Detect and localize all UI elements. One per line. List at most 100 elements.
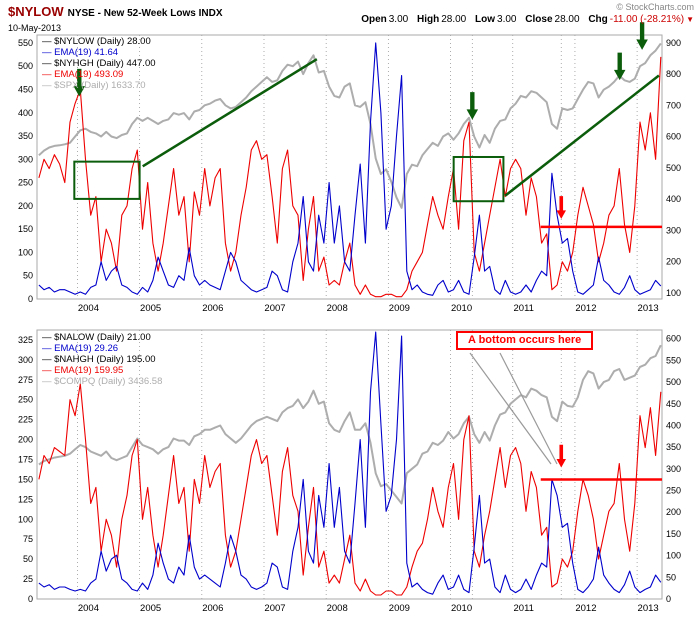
connector-line [499, 352, 558, 465]
title-row: $NYLOW NYSE - New 52-Week Lows INDX [8, 3, 222, 21]
trendline [504, 74, 660, 197]
axis-tick-label: 800 [666, 69, 681, 79]
axis-tick-label: 50 [23, 554, 33, 564]
axis-tick-label: 2005 [140, 603, 161, 614]
axis-tick-label: 225 [18, 415, 33, 425]
axis-tick-label: 325 [18, 335, 33, 345]
axis-tick-label: 200 [18, 435, 33, 445]
green-down-arrow-icon [613, 52, 626, 81]
axis-tick-label: 400 [666, 420, 681, 430]
close-label: Close [525, 14, 553, 25]
legend-item: — $NALOW (Daily) 21.00 [42, 332, 151, 343]
axis-tick-label: 2008 [327, 603, 348, 614]
axis-tick-label: 0 [28, 294, 33, 304]
axis-tick-label: 900 [666, 38, 681, 48]
high-label: High [417, 14, 440, 25]
legend-item: — EMA(19) 29.26 [42, 343, 119, 354]
axis-tick-label: 350 [18, 131, 33, 141]
quote-line: Open 3.00 High 28.00 Low 3.00 Close 28.00 Ch… [355, 14, 694, 25]
green-down-arrow-icon [636, 22, 648, 50]
red-down-arrow-icon [556, 444, 567, 468]
axis-tick-label: 2007 [264, 303, 285, 314]
open-label: Open [361, 14, 387, 25]
axis-tick-label: 2006 [202, 303, 223, 314]
axis-tick-label: 500 [666, 163, 681, 173]
axis-tick-label: 2011 [514, 603, 534, 614]
axis-tick-label: 350 [666, 442, 681, 452]
axis-tick-label: 550 [18, 38, 33, 48]
red-down-arrow-icon [556, 196, 567, 219]
chart-symbol: $NYLOW [8, 4, 64, 19]
axis-tick-label: 2012 [575, 603, 596, 614]
axis-tick-label: 2006 [202, 603, 223, 614]
down-triangle-icon: ▼ [686, 15, 694, 24]
axis-tick-label: 2007 [264, 603, 285, 614]
series-nyhgh_ema [38, 56, 662, 298]
axis-tick-label: 300 [666, 464, 681, 474]
axis-tick-label: 2011 [514, 303, 534, 314]
axis-tick-label: 400 [666, 194, 681, 204]
axis-tick-label: 2010 [451, 603, 472, 614]
close-value: 28.00 [554, 14, 580, 25]
axis-tick-label: 2009 [389, 303, 410, 314]
green-down-arrow-icon [73, 68, 86, 97]
axis-tick-label: 150 [18, 474, 33, 484]
chart-date: 10-May-2013 [8, 23, 62, 33]
axis-tick-label: 600 [666, 334, 681, 344]
axis-tick-label: 0 [28, 594, 33, 604]
connector-line [469, 352, 552, 465]
legend-item: — EMA(19) 159.95 [42, 365, 124, 376]
axis-tick-label: 125 [18, 494, 33, 504]
axis-tick-label: 100 [18, 247, 33, 257]
bottom-panel-legend: — $NALOW (Daily) 21.00— EMA(19) 29.26— $… [42, 332, 162, 387]
top-panel-legend: — $NYLOW (Daily) 28.00— EMA(19) 41.64— $… [42, 36, 156, 91]
axis-tick-label: 0 [666, 594, 671, 604]
axis-tick-label: 200 [18, 201, 33, 211]
panel-border [36, 34, 663, 300]
axis-tick-label: 275 [18, 375, 33, 385]
axis-tick-label: 50 [666, 572, 676, 582]
green-down-arrow-icon [466, 92, 479, 120]
axis-tick-label: 2005 [140, 303, 161, 314]
series-nahgh_ema [38, 383, 662, 596]
axis-tick-label: 2009 [389, 603, 410, 614]
annotation-rectangle [73, 160, 141, 200]
axis-tick-label: 250 [666, 486, 681, 496]
axis-tick-label: 2004 [78, 603, 99, 614]
legend-item: — $SPX (Daily) 1633.70 [42, 80, 146, 91]
open-value: 3.00 [388, 14, 409, 25]
axis-tick-label: 700 [666, 100, 681, 110]
axis-tick-label: 400 [18, 108, 33, 118]
chart-title: NYSE - New 52-Week Lows INDX [67, 8, 223, 19]
panel-border [36, 329, 663, 600]
axis-tick-label: 450 [18, 84, 33, 94]
axis-tick-label: 100 [666, 288, 681, 298]
low-label: Low [475, 14, 496, 25]
chart-header: $NYLOW NYSE - New 52-Week Lows INDX 10-Ma… [0, 0, 700, 34]
axis-tick-label: 300 [18, 154, 33, 164]
low-value: 3.00 [497, 14, 517, 25]
axis-tick-label: 300 [666, 225, 681, 235]
axis-tick-label: 2013 [638, 303, 659, 314]
axis-tick-label: 500 [666, 377, 681, 387]
axis-tick-label: 175 [18, 455, 33, 465]
axis-tick-label: 550 [666, 355, 681, 365]
axis-tick-label: 2004 [78, 303, 99, 314]
axis-tick-label: 2012 [575, 303, 596, 314]
axis-tick-label: 300 [18, 355, 33, 365]
header-left: $NYLOW NYSE - New 52-Week Lows INDX 10-Ma… [8, 3, 222, 33]
axis-tick-label: 600 [666, 132, 681, 142]
series-spx [38, 42, 662, 209]
axis-tick-label: 100 [666, 551, 681, 561]
series-nylow [38, 42, 662, 296]
legend-item: — $NYLOW (Daily) 28.00 [42, 36, 151, 47]
axis-tick-label: 450 [666, 399, 681, 409]
axis-tick-label: 200 [666, 507, 681, 517]
high-value: 28.00 [441, 14, 467, 25]
trendline [142, 58, 318, 168]
axis-tick-label: 250 [18, 395, 33, 405]
axis-tick-label: 75 [23, 534, 33, 544]
axis-tick-label: 50 [23, 271, 33, 281]
chg-label: Chg [588, 14, 608, 25]
